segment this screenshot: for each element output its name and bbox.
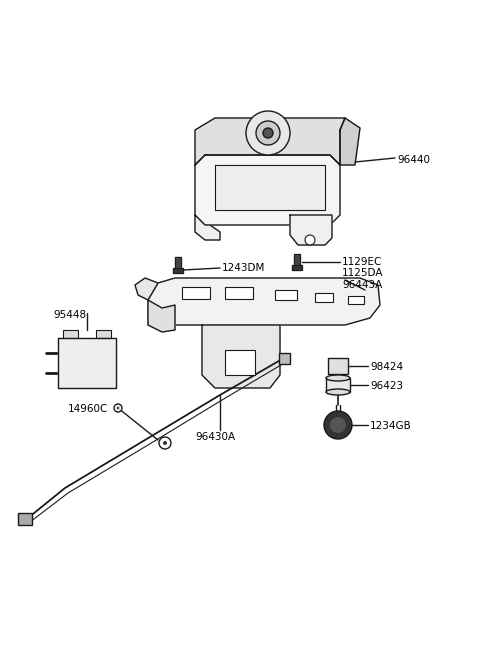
Circle shape [330, 417, 346, 433]
Polygon shape [58, 338, 116, 388]
Polygon shape [195, 118, 345, 165]
Text: 1243DM: 1243DM [222, 263, 265, 273]
Bar [225, 287, 253, 299]
Bar [315, 293, 333, 302]
Polygon shape [195, 215, 220, 240]
Circle shape [324, 411, 352, 439]
Bar [96, 330, 111, 338]
Text: 96423: 96423 [370, 381, 403, 391]
Circle shape [246, 111, 290, 155]
Polygon shape [340, 118, 360, 165]
Bar [18, 513, 32, 525]
Bar [63, 330, 78, 338]
Bar [182, 287, 210, 299]
Text: 96443A: 96443A [342, 280, 382, 290]
Polygon shape [215, 165, 325, 210]
Circle shape [263, 128, 273, 138]
Text: 96440: 96440 [397, 155, 430, 165]
Polygon shape [290, 215, 332, 245]
Polygon shape [175, 257, 181, 268]
Polygon shape [294, 254, 300, 265]
Polygon shape [202, 325, 280, 388]
Ellipse shape [326, 389, 350, 395]
Bar [275, 290, 297, 300]
Polygon shape [173, 268, 183, 273]
Circle shape [159, 437, 171, 449]
Bar [348, 296, 364, 304]
Polygon shape [148, 278, 380, 325]
Bar [225, 350, 255, 375]
Ellipse shape [326, 375, 350, 381]
Polygon shape [148, 300, 175, 332]
Text: 98424: 98424 [370, 362, 403, 372]
Text: 95448: 95448 [53, 310, 86, 320]
Circle shape [163, 441, 167, 445]
Circle shape [256, 121, 280, 145]
Text: 14960C: 14960C [68, 404, 108, 414]
Circle shape [114, 404, 122, 412]
Bar [279, 353, 290, 364]
Polygon shape [292, 265, 302, 270]
Circle shape [305, 235, 315, 245]
Circle shape [117, 407, 120, 409]
Text: 1129EC: 1129EC [342, 257, 383, 267]
Text: 96430A: 96430A [195, 432, 235, 442]
Text: 1234GB: 1234GB [370, 421, 412, 431]
Bar [328, 358, 348, 374]
Polygon shape [195, 155, 340, 225]
Polygon shape [135, 278, 158, 300]
Text: 1125DA: 1125DA [342, 268, 384, 278]
Bar [326, 378, 350, 392]
